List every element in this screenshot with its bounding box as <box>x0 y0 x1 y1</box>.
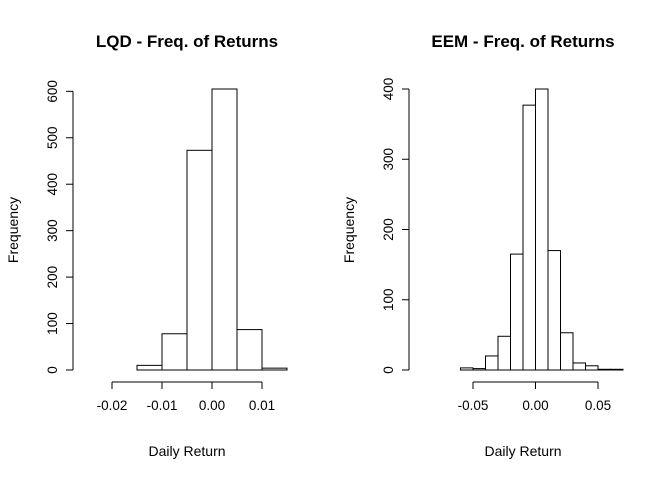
histogram-bar <box>497 335 511 371</box>
chart-title: LQD - Freq. of Returns <box>96 32 278 51</box>
histogram-bar <box>261 367 288 371</box>
chart-title: EEM - Freq. of Returns <box>431 32 614 51</box>
y-tick-label: 600 <box>45 80 60 103</box>
y-axis: 0 100 200 300 400 500 600 <box>45 80 74 374</box>
y-tick-label: 400 <box>381 78 396 101</box>
histogram-bar <box>485 355 499 371</box>
y-tick-label: 100 <box>381 288 396 311</box>
histogram-bar <box>460 367 474 371</box>
histogram-bar <box>186 149 213 371</box>
lqd-histogram-panel: LQD - Freq. of Returns Daily Return Freq… <box>5 32 288 459</box>
histogram-bar <box>610 368 624 371</box>
y-tick-label: 300 <box>45 219 60 242</box>
y-axis: 0 100 200 300 400 <box>381 78 410 374</box>
histogram-bar <box>535 88 549 371</box>
histogram-bar <box>136 364 163 371</box>
histogram-bar <box>572 362 586 371</box>
histogram-bar <box>560 332 574 371</box>
histogram-bar <box>510 253 524 371</box>
x-tick-label: -0.02 <box>97 398 128 413</box>
eem-histogram-panel: EEM - Freq. of Returns Daily Return Freq… <box>341 32 624 459</box>
histogram-bar <box>522 104 536 371</box>
y-tick-label: 0 <box>45 366 60 374</box>
x-axis-label: Daily Return <box>148 443 225 459</box>
y-axis-label: Frequency <box>341 197 357 263</box>
histogram-bars <box>136 88 288 371</box>
x-tick-label: 0.05 <box>585 398 611 413</box>
x-tick-label: 0.00 <box>199 398 225 413</box>
y-tick-label: 400 <box>45 173 60 196</box>
x-axis: -0.05 0.00 0.05 <box>458 381 611 413</box>
y-axis-label: Frequency <box>5 197 21 263</box>
y-tick-label: 100 <box>45 312 60 335</box>
x-tick-label: 0.01 <box>249 398 275 413</box>
y-tick-label: 300 <box>381 148 396 171</box>
histogram-bar <box>472 368 486 371</box>
histogram-bar <box>547 250 561 371</box>
y-tick-label: 200 <box>381 218 396 241</box>
x-tick-label: -0.01 <box>147 398 178 413</box>
histogram-bar <box>236 329 263 371</box>
x-axis: -0.02 -0.01 0.00 0.01 <box>97 381 275 413</box>
x-tick-label: -0.05 <box>458 398 489 413</box>
histogram-bar <box>585 365 599 371</box>
y-tick-label: 200 <box>45 266 60 289</box>
y-tick-label: 500 <box>45 127 60 150</box>
histogram-bars <box>460 88 624 371</box>
histogram-bar <box>211 88 238 371</box>
x-axis-label: Daily Return <box>484 443 561 459</box>
y-tick-label: 0 <box>381 366 396 374</box>
histogram-bar <box>161 333 188 371</box>
histogram-bar <box>597 368 611 371</box>
x-tick-label: 0.00 <box>522 398 548 413</box>
